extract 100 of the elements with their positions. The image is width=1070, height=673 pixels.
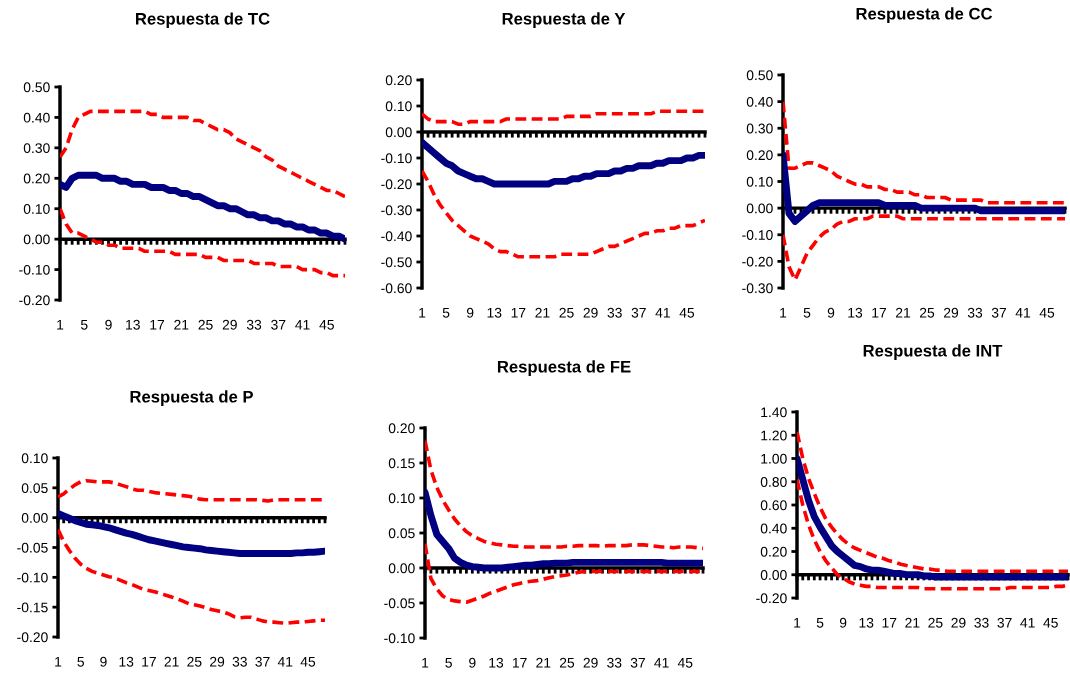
y-tick-label: 0.10 [388, 493, 415, 504]
y-tick-label: 0.10 [21, 453, 48, 464]
y-tick-label: 0.20 [746, 150, 773, 161]
y-tick-label: -0.10 [742, 230, 773, 240]
y-tick-label: -0.10 [381, 153, 412, 164]
y-tick-label: 0.30 [23, 143, 50, 154]
y-tick-label: 1.40 [761, 407, 787, 418]
y-tick-label: 0.10 [23, 204, 50, 214]
x-tick-label: 13 [119, 656, 134, 667]
x-tick-label: 1 [57, 319, 64, 330]
x-tick-label: 9 [466, 307, 474, 318]
x-tick-label: 5 [803, 307, 811, 318]
y-tick-label: 0.00 [23, 234, 50, 245]
y-tick-label: 0.50 [746, 70, 773, 81]
x-tick-label: 5 [77, 656, 84, 667]
x-tick-label: 9 [839, 617, 847, 628]
y-tick-label: -0.30 [381, 205, 412, 216]
y-tick-label: 1.20 [761, 430, 787, 441]
x-tick-label: 41 [277, 656, 293, 667]
y-tick-label: -0.10 [17, 572, 48, 583]
line-series [783, 214, 1065, 282]
x-tick-label: 29 [583, 657, 598, 668]
x-tick-label: 17 [882, 617, 897, 628]
x-tick-label: 1 [419, 307, 426, 318]
x-tick-label: 21 [895, 307, 911, 318]
x-tick-label: 41 [295, 319, 310, 330]
x-tick-label: 41 [655, 307, 670, 318]
y-tick-label: 0.00 [21, 513, 48, 523]
y-tick-label: 0.40 [760, 523, 787, 534]
x-tick-label: 29 [222, 319, 237, 330]
chart-title: Respuesta de P [130, 390, 253, 406]
x-tick-label: 37 [997, 617, 1012, 628]
x-tick-label: 29 [943, 307, 959, 318]
x-tick-label: 21 [164, 656, 179, 667]
x-tick-label: 45 [300, 656, 316, 667]
y-tick-label: 0.05 [21, 483, 48, 493]
y-tick-label: -0.15 [17, 602, 48, 613]
y-tick-label: 0.00 [746, 203, 773, 214]
x-tick-label: 25 [919, 307, 935, 318]
y-tick-label: 0.05 [388, 528, 415, 539]
chart-title: Respuesta de INT [863, 344, 1003, 360]
x-tick-label: 25 [187, 656, 202, 667]
x-tick-label: 1 [422, 657, 429, 668]
x-tick-label: 21 [536, 657, 551, 668]
x-tick-label: 25 [198, 319, 213, 330]
x-tick-label: 21 [535, 307, 550, 318]
x-tick-label: 5 [442, 307, 450, 318]
x-tick-label: 5 [816, 617, 824, 628]
y-tick-label: -0.20 [17, 632, 48, 643]
x-tick-label: 37 [630, 657, 645, 668]
x-tick-label: 13 [126, 319, 140, 330]
x-tick-label: 33 [607, 307, 622, 318]
x-tick-label: 25 [559, 657, 575, 668]
x-tick-label: 13 [848, 307, 863, 318]
x-tick-label: 1 [794, 617, 801, 628]
y-tick-label: 0.00 [760, 570, 787, 580]
line-series [60, 109, 345, 199]
y-tick-label: 0.50 [23, 82, 50, 93]
x-tick-label: 37 [271, 319, 286, 330]
x-tick-label: 45 [1039, 307, 1055, 318]
y-tick-label: -0.20 [742, 256, 773, 267]
x-tick-label: 1 [780, 307, 787, 318]
y-tick-label: 1.00 [761, 453, 787, 464]
x-tick-label: 37 [255, 656, 270, 667]
x-tick-label: 41 [1015, 307, 1031, 318]
x-tick-label: 29 [583, 307, 598, 318]
x-tick-label: 37 [991, 307, 1007, 318]
x-tick-label: 9 [105, 319, 112, 330]
chart-title: Respuesta de FE [497, 360, 631, 376]
y-tick-label: 0.20 [385, 75, 412, 86]
x-tick-label: 13 [487, 307, 502, 318]
x-tick-label: 21 [905, 617, 920, 628]
x-tick-label: 25 [928, 617, 943, 628]
y-tick-label: 0.20 [760, 546, 787, 557]
x-tick-label: 33 [232, 656, 247, 667]
y-tick-label: 0.00 [385, 127, 412, 138]
x-tick-label: 17 [150, 319, 165, 330]
x-tick-label: 9 [827, 307, 835, 318]
x-tick-label: 29 [951, 617, 966, 628]
y-tick-label: -0.20 [19, 295, 50, 306]
y-tick-label: 0.40 [746, 96, 773, 107]
x-tick-label: 33 [974, 617, 989, 628]
y-tick-label: -0.05 [384, 598, 415, 609]
x-tick-label: 33 [967, 307, 983, 318]
y-tick-label: 0.30 [746, 123, 773, 134]
x-tick-label: 45 [319, 319, 334, 330]
y-tick-label: -0.30 [742, 283, 773, 294]
x-tick-label: 17 [512, 657, 527, 668]
x-tick-label: 37 [631, 307, 646, 318]
x-tick-label: 5 [80, 319, 88, 330]
line-series [58, 527, 325, 626]
x-tick-label: 33 [246, 319, 262, 330]
y-tick-label: 0.00 [388, 563, 415, 574]
y-tick-label: 0.10 [385, 101, 412, 112]
x-tick-label: 17 [511, 307, 526, 318]
y-tick-label: -0.20 [756, 593, 787, 604]
line-series [783, 99, 1065, 205]
y-tick-label: -0.50 [381, 257, 412, 268]
x-tick-label: 9 [469, 657, 476, 668]
x-tick-label: 29 [210, 656, 225, 667]
